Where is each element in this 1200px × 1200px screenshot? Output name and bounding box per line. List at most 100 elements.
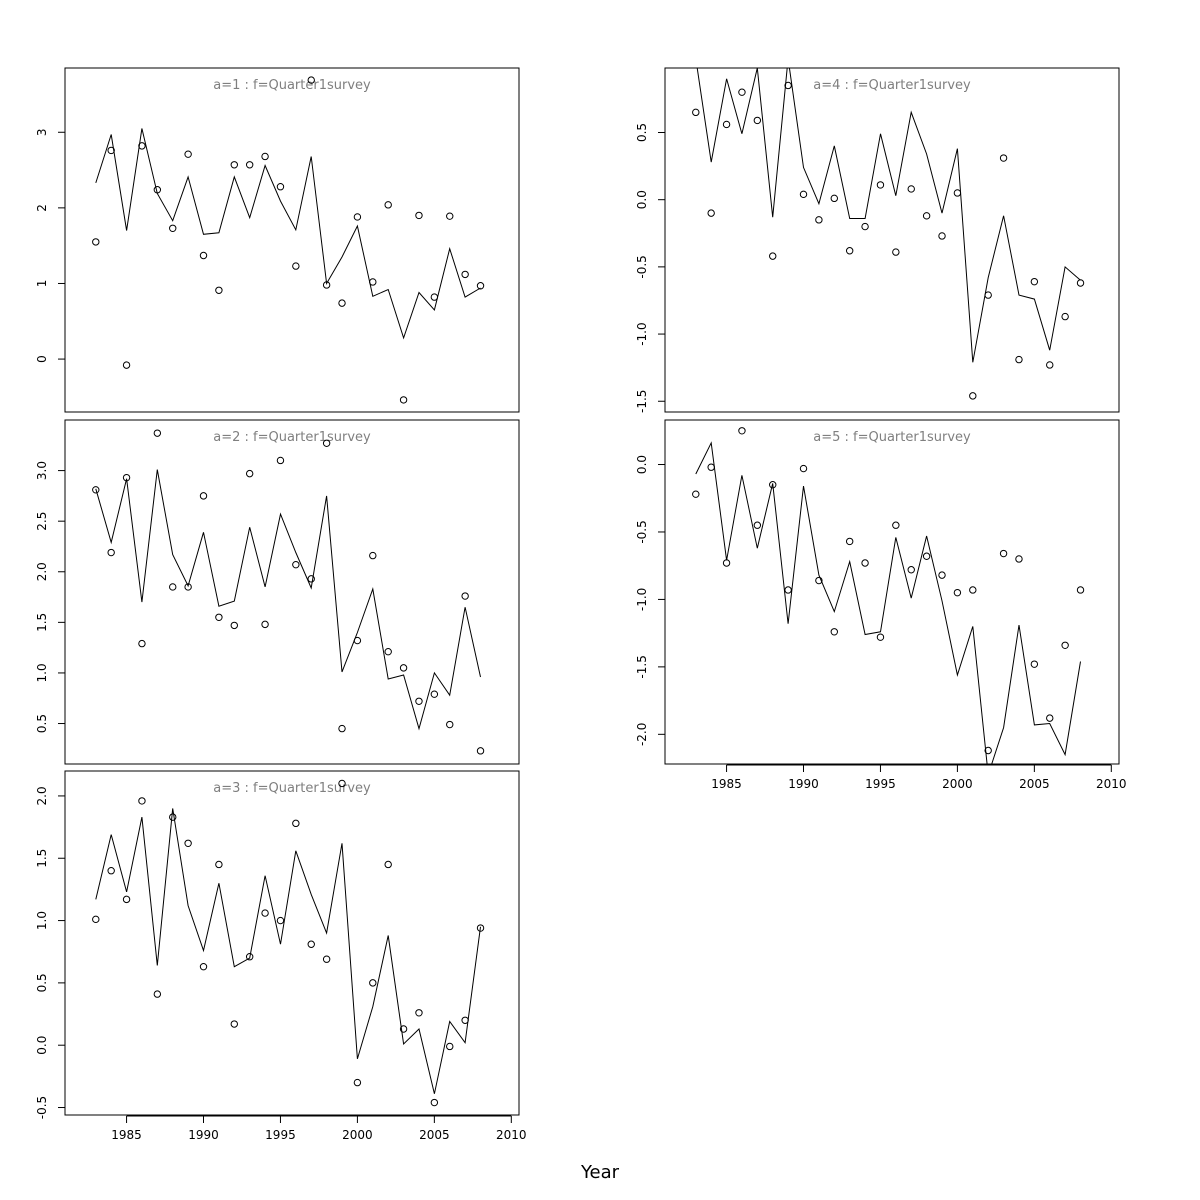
panel-1-observed-point xyxy=(261,152,269,161)
panel-3-observed-point xyxy=(122,895,131,904)
panel-3-ytick-label: 2.0 xyxy=(35,786,49,805)
panel-3-observed-point xyxy=(461,1016,469,1024)
panel-1-observed-point xyxy=(122,361,131,369)
panel-4-title: a=4 : f=Quarter1survey xyxy=(813,78,971,93)
panel-2-observed-point xyxy=(399,664,408,672)
panel-4-ytick-label: -1.0 xyxy=(635,322,649,345)
panel-2-observed-point xyxy=(138,639,146,648)
panel-4-ytick-label: 0.5 xyxy=(635,123,649,142)
panel-2-title: a=2 : f=Quarter1survey xyxy=(213,430,371,445)
panel-5-observed-point xyxy=(984,746,992,755)
panel-5-xtick-label: 2005 xyxy=(1019,777,1050,791)
panel-1-observed-point xyxy=(446,212,454,220)
panel-2-observed-point xyxy=(169,583,177,591)
panel-5-observed-point xyxy=(922,552,931,560)
panel-5-observed-point xyxy=(876,633,885,641)
panel-2-ytick-label: 2.5 xyxy=(35,512,49,531)
panel-5-observed-point xyxy=(1030,660,1039,668)
panel-1-observed-point xyxy=(399,396,408,404)
panel-3-observed-point xyxy=(276,916,285,925)
panel-4-observed-point xyxy=(707,209,715,217)
panel-2-fitted-line xyxy=(95,469,481,731)
panel-5-observed-point xyxy=(1076,586,1085,594)
panel-4-observed-point xyxy=(907,185,915,193)
panel-1-observed-point xyxy=(230,161,238,169)
panel-4-observed-point xyxy=(815,216,823,224)
panel-3-observed-point xyxy=(446,1042,454,1051)
panel-3-observed-point xyxy=(353,1078,362,1087)
panel-3-observed-point xyxy=(230,1020,238,1028)
panel-2-observed-point xyxy=(307,575,315,583)
panel-2-observed-point xyxy=(338,724,346,733)
panel-4-observed-point xyxy=(722,120,731,129)
panel-3-ytick-label: 0.5 xyxy=(35,973,49,992)
panel-4-observed-point xyxy=(799,190,808,199)
panel-1-observed-point xyxy=(415,211,423,220)
panel-1-observed-point xyxy=(215,286,223,294)
panel-5-observed-point xyxy=(845,537,854,546)
panel-2-ytick-label: 1.0 xyxy=(35,663,49,682)
panel-3-observed-point xyxy=(307,940,315,948)
panel-4-observed-point xyxy=(876,181,885,189)
panel-4-observed-point xyxy=(769,252,777,260)
panel-2-observed-point xyxy=(353,636,362,645)
panel-4-ytick-label: -1.5 xyxy=(635,390,649,413)
panel-2-ytick-label: 0.5 xyxy=(35,714,49,733)
panel-5-ytick-label: -1.0 xyxy=(635,588,649,611)
panel-4-observed-point xyxy=(922,212,931,220)
panel-4-observed-point xyxy=(1046,361,1054,369)
panel-5-observed-point xyxy=(969,586,977,594)
panel-3-ytick-label: -0.5 xyxy=(35,1096,49,1119)
panel-1-ytick-label: 3 xyxy=(35,128,49,136)
panel-1-observed-point xyxy=(292,262,300,270)
panel-5-observed-point xyxy=(784,586,792,594)
panel-4-observed-point xyxy=(692,108,700,117)
panel-3-title: a=3 : f=Quarter1survey xyxy=(213,781,371,796)
panel-5-observed-point xyxy=(907,566,915,574)
panel-2-observed-point xyxy=(322,439,331,447)
panel-4-observed-point xyxy=(861,222,869,231)
panel-5-frame xyxy=(664,419,1120,765)
panel-5-observed-point xyxy=(753,521,762,529)
panel-2-observed-point xyxy=(153,429,162,437)
panel-2-observed-point xyxy=(415,697,423,705)
panel-2-observed-point xyxy=(430,690,439,698)
panel-4-observed-point xyxy=(753,116,762,125)
panel-5-xtick-label: 2010 xyxy=(1096,777,1127,791)
panel-4-observed-point xyxy=(1076,279,1085,287)
panel-3-observed-point xyxy=(415,1009,423,1017)
panel-5-ytick-label: -2.0 xyxy=(635,723,649,746)
panel-3-observed-point xyxy=(292,819,300,828)
panel-5: a=5 : f=Quarter1survey -2.0 -1.5 -1.0 -0.5 0.… xyxy=(635,419,1127,791)
panel-1-ytick-label: 2 xyxy=(35,204,49,212)
panel-5-observed-point xyxy=(892,521,900,529)
panel-3-observed-point xyxy=(322,955,331,963)
panel-3-observed-point xyxy=(138,797,146,805)
panel-1-frame xyxy=(64,67,520,413)
panel-4-observed-point xyxy=(1030,277,1039,286)
panel-5-observed-point xyxy=(953,588,962,597)
panel-3-observed-point xyxy=(338,779,346,788)
panel-3-xtick-label: 2005 xyxy=(419,1128,450,1142)
panel-1-observed-point xyxy=(107,146,115,155)
panel-3-observed-point xyxy=(199,962,208,971)
panel-2-observed-point xyxy=(369,551,377,560)
panel-4-observed-point xyxy=(784,81,792,90)
panel-3-observed-point xyxy=(261,909,269,917)
panel-2-observed-point xyxy=(92,486,100,494)
panel-3-xtick-label: 1990 xyxy=(188,1128,219,1142)
panel-3-ytick-label: 1.5 xyxy=(35,849,49,868)
panel-2-observed-point xyxy=(245,469,254,478)
panel-3-observed-point xyxy=(92,915,100,924)
panel-2-observed-point xyxy=(261,620,269,629)
panel-1-observed-point xyxy=(338,299,346,307)
panel-5-observed-point xyxy=(769,481,777,489)
panel-4-observed-point xyxy=(892,248,900,256)
panel-5-ytick-label: -0.5 xyxy=(635,520,649,543)
panel-3-xtick-label: 1995 xyxy=(265,1128,296,1142)
panel-5-observed-point xyxy=(938,571,946,579)
panel-1-observed-point xyxy=(430,293,439,301)
panel-2-ytick-label: 3.0 xyxy=(35,461,49,480)
panel-2-frame xyxy=(64,419,520,765)
panel-1-observed-point xyxy=(184,150,192,158)
